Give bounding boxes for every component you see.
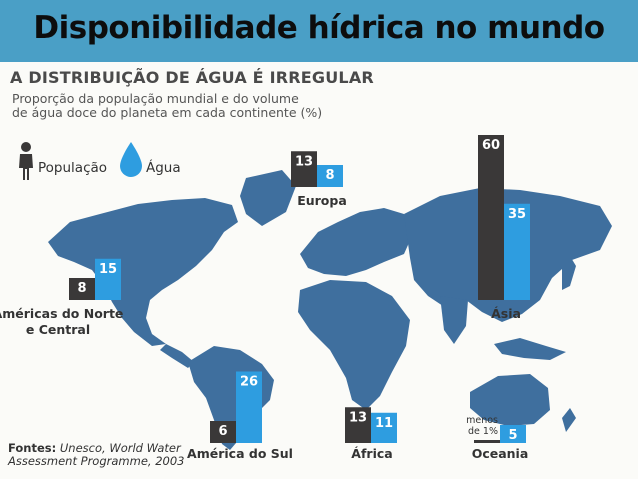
- sources-prefix: Fontes:: [8, 441, 57, 455]
- bar-water-0: [95, 258, 121, 300]
- slide-title: Disponibilidade hídrica no mundo: [33, 10, 605, 46]
- category-label-5-0: Oceania: [472, 446, 529, 461]
- legend: População Água: [10, 140, 210, 184]
- bar-water-label-2: 26: [240, 375, 258, 390]
- bar-population-1: [291, 151, 317, 187]
- bar-population-label-3: 13: [349, 410, 367, 425]
- category-1: 13 8 Europa: [291, 151, 347, 208]
- sources-text-1: Unesco, World Water: [59, 441, 181, 455]
- bar-water-2: [236, 371, 262, 443]
- bar-population-label-4: 60: [482, 138, 500, 153]
- bar-population-0: [69, 278, 95, 300]
- map-japan: [562, 256, 576, 290]
- chart-subtitle: Proporção da população mundial e do volu…: [12, 92, 372, 120]
- bar-water-1: [317, 165, 343, 187]
- sources: Fontes: Unesco, World Water Assessment P…: [8, 442, 208, 468]
- map-australia: [470, 374, 550, 426]
- map-new-zealand: [562, 408, 576, 432]
- legend-water-label: Água: [146, 160, 181, 176]
- bar-water-5: [500, 425, 526, 443]
- bar-population-label-0: 8: [77, 281, 86, 296]
- legend-population-label: População: [38, 160, 108, 176]
- bar-water-label-1: 8: [325, 168, 334, 183]
- chart-title: A DISTRIBUIÇÃO DE ÁGUA É IRREGULAR: [10, 68, 374, 87]
- bar-population-4: [478, 135, 504, 300]
- map-indonesia: [494, 338, 566, 360]
- category-label-2-0: América do Sul: [187, 446, 293, 461]
- category-label-1-0: Europa: [297, 193, 347, 208]
- map-central-america: [160, 344, 194, 368]
- bar-water-3: [371, 412, 397, 443]
- bar-water-label-5: 5: [508, 428, 517, 443]
- sources-text-2: Assessment Programme, 2003: [8, 454, 185, 468]
- map-north-america: [48, 198, 238, 346]
- map-india: [440, 296, 468, 344]
- map-europe: [300, 208, 412, 276]
- chart-subtitle-line-1: Proporção da população mundial e do volu…: [12, 91, 299, 106]
- bar-population-label-2: 6: [218, 424, 227, 439]
- category-label-3-0: África: [351, 446, 392, 461]
- person-icon: [19, 142, 33, 180]
- chart-subtitle-line-2: de água doce do planeta em cada continen…: [12, 105, 323, 120]
- category-label-0-1: e Central: [26, 322, 90, 337]
- category-4: 60 35 Ásia: [478, 135, 530, 321]
- map-africa: [298, 280, 410, 410]
- bar-water-label-3: 11: [375, 416, 393, 431]
- bar-water-label-4: 35: [508, 207, 526, 222]
- bar-population-label-1: 13: [295, 154, 313, 169]
- bar-population-note-5-0: menos: [466, 415, 498, 426]
- bar-population-note-5-1: de 1%: [468, 426, 498, 437]
- bar-population-5: [474, 440, 500, 443]
- bar-water-label-0: 15: [99, 262, 117, 277]
- title-bar: [0, 0, 638, 62]
- sources-line-1: Fontes: Unesco, World Water: [8, 442, 208, 455]
- category-3: 13 11 África: [345, 407, 397, 461]
- bar-population-2: [210, 421, 236, 443]
- map-greenland: [240, 170, 296, 226]
- bar-water-4: [504, 203, 530, 300]
- water-drop-icon: [120, 142, 142, 177]
- bar-population-3: [345, 407, 371, 443]
- category-label-0-0: Américas do Norte: [0, 306, 123, 321]
- category-2: 6 26 América do Sul: [187, 371, 293, 461]
- category-label-4-0: Ásia: [491, 306, 521, 321]
